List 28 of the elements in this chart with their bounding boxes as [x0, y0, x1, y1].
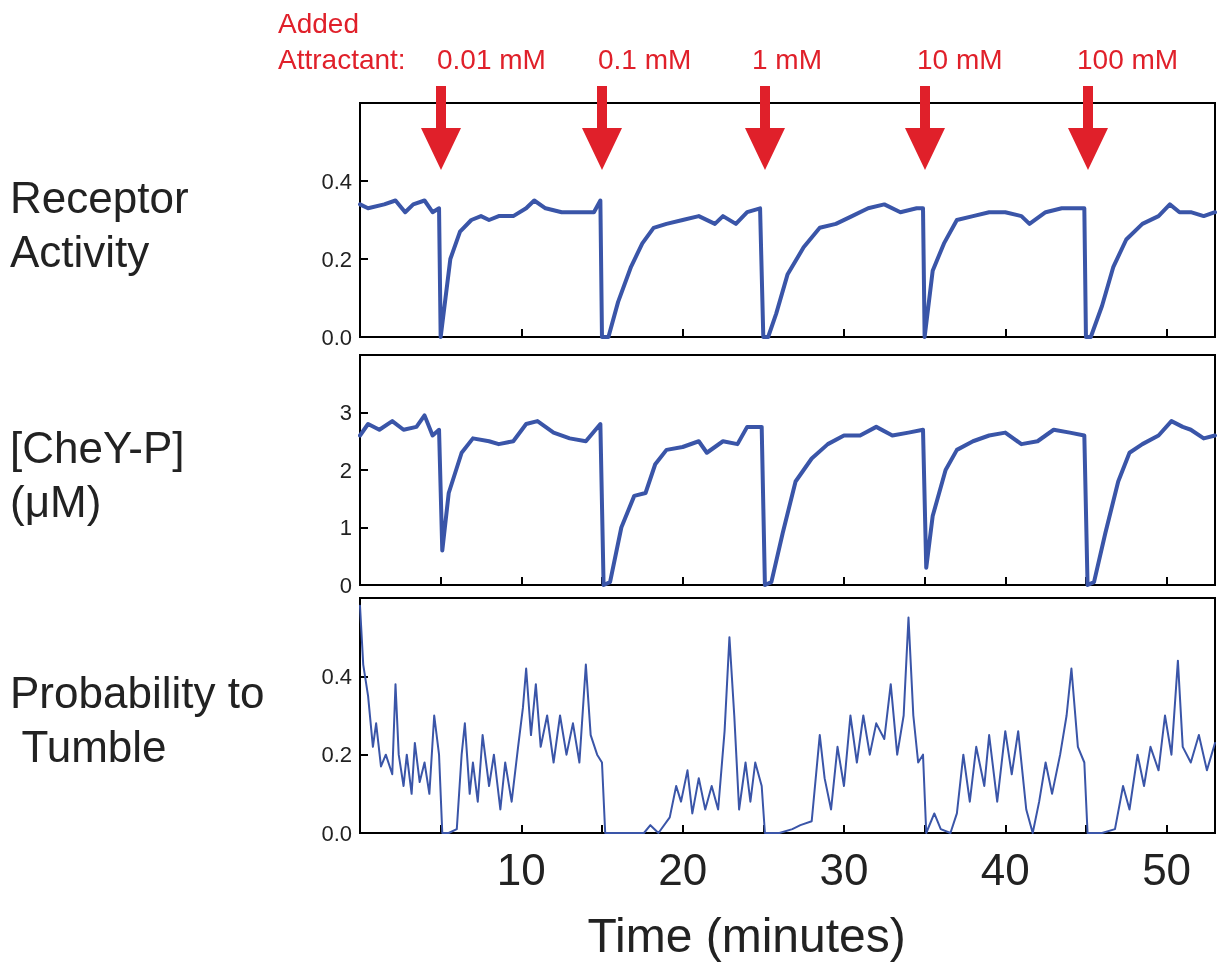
y-tick-label: 0.4 — [321, 663, 352, 689]
y-tick-label: 0 — [339, 572, 352, 598]
y-tick-label: 0.2 — [321, 246, 352, 272]
line-series — [359, 604, 1216, 834]
y-axis-title: Probability to Tumble — [10, 668, 265, 771]
text: 1 mM — [752, 43, 822, 75]
x-tick-label: 20 — [658, 844, 708, 894]
y-tick-label: 2 — [339, 457, 352, 483]
x-axis-title: Time (minutes) — [587, 908, 906, 962]
x-tick-label: 50 — [1142, 844, 1192, 894]
x-tick-label: 30 — [819, 844, 869, 894]
x-tick-label: 10 — [496, 844, 546, 894]
text: Added Attractant: — [278, 7, 406, 75]
text: 0.1 mM — [598, 43, 692, 75]
text: 100 mM — [1077, 43, 1179, 75]
y-tick-label: 0.4 — [321, 168, 352, 194]
text: 10 mM — [917, 43, 1003, 75]
text: 0.01 mM — [437, 43, 546, 75]
line-series — [358, 198, 1217, 339]
y-tick-label: 0.2 — [321, 742, 352, 768]
y-tick-label: 0.0 — [321, 324, 352, 350]
x-tick-label: 40 — [980, 844, 1030, 894]
y-axis-title: [CheY-P] (μM) — [10, 422, 197, 526]
y-tick-label: 1 — [339, 515, 352, 540]
line-series — [358, 413, 1217, 587]
y-axis-title: Receptor Activity — [10, 172, 201, 276]
y-tick-label: 0.0 — [321, 820, 352, 846]
y-tick-label: 3 — [339, 400, 352, 425]
